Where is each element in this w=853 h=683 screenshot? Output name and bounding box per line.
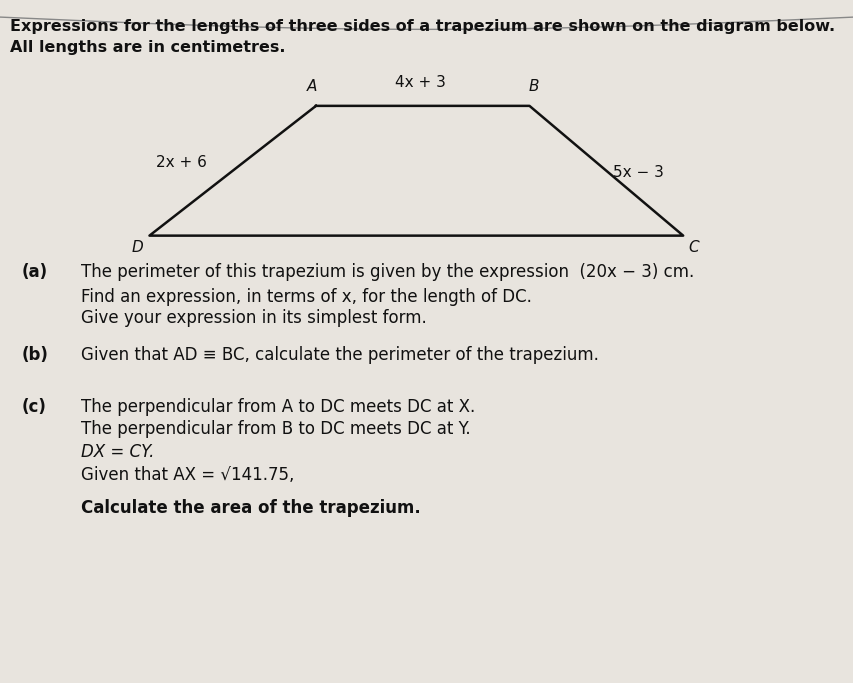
Text: The perpendicular from A to DC meets DC at X.: The perpendicular from A to DC meets DC … [81,398,475,415]
Text: Given that AD ≡ BC, calculate the perimeter of the trapezium.: Given that AD ≡ BC, calculate the perime… [81,346,598,364]
Text: (a): (a) [21,263,48,281]
Text: The perimeter of this trapezium is given by the expression  (20x − 3) cm.: The perimeter of this trapezium is given… [81,263,693,281]
Text: 4x + 3: 4x + 3 [394,75,445,90]
Text: B: B [528,79,538,94]
Text: C: C [688,240,698,255]
Text: DX = CY.: DX = CY. [81,443,154,460]
Text: D: D [131,240,143,255]
Text: Expressions for the lengths of three sides of a trapezium are shown on the diagr: Expressions for the lengths of three sid… [10,19,834,34]
Text: All lengths are in centimetres.: All lengths are in centimetres. [10,40,286,55]
Text: Find an expression, in terms of x, for the length of DC.: Find an expression, in terms of x, for t… [81,288,531,306]
Text: 2x + 6: 2x + 6 [155,155,206,170]
Text: 5x − 3: 5x − 3 [612,165,664,180]
Text: (c): (c) [21,398,46,415]
Text: A: A [306,79,316,94]
Text: (b): (b) [21,346,48,364]
Text: Given that AX = √141.75,: Given that AX = √141.75, [81,466,294,484]
Text: Calculate the area of the trapezium.: Calculate the area of the trapezium. [81,499,421,516]
Text: The perpendicular from B to DC meets DC at Y.: The perpendicular from B to DC meets DC … [81,420,470,438]
Text: Give your expression in its simplest form.: Give your expression in its simplest for… [81,309,426,326]
